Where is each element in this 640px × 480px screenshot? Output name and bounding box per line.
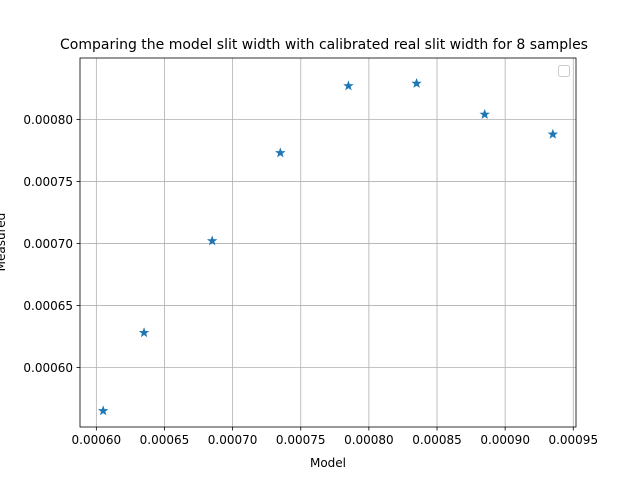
x-tick-label: 0.00080 <box>344 433 394 447</box>
plot-area <box>79 57 577 428</box>
data-point <box>275 147 286 158</box>
y-tick-label: 0.00065 <box>23 299 73 313</box>
data-point <box>343 80 354 91</box>
data-point <box>206 235 218 246</box>
x-tick-label: 0.00090 <box>480 433 530 447</box>
grid <box>80 58 576 427</box>
x-tick-label: 0.00065 <box>140 433 190 447</box>
x-axis-label: Model <box>310 456 346 470</box>
x-tick-label: 0.00075 <box>276 433 326 447</box>
x-tick-label: 0.00085 <box>412 433 462 447</box>
chart-title: Comparing the model slit width with cali… <box>60 37 588 53</box>
x-tick-label: 0.00095 <box>548 433 598 447</box>
data-points <box>97 77 559 416</box>
y-tick-label: 0.00080 <box>23 113 73 127</box>
data-point <box>547 128 559 139</box>
x-axis: 0.00060 0.00065 0.00070 0.00075 0.00080 0.000… <box>72 427 598 447</box>
plot-frame <box>79 57 577 428</box>
y-tick-label: 0.00060 <box>23 361 73 375</box>
data-point <box>138 327 150 338</box>
y-axis: 0.00060 0.00065 0.00070 0.00075 0.00080 <box>23 113 80 375</box>
y-tick-label: 0.00075 <box>23 175 73 189</box>
x-tick-label: 0.00070 <box>208 433 258 447</box>
data-point <box>479 108 490 119</box>
data-point <box>97 405 109 416</box>
y-axis-label: Measured <box>0 213 8 272</box>
legend-box <box>558 65 570 77</box>
x-tick-label: 0.00060 <box>72 433 122 447</box>
y-tick-label: 0.00070 <box>23 237 73 251</box>
data-point <box>411 77 422 88</box>
